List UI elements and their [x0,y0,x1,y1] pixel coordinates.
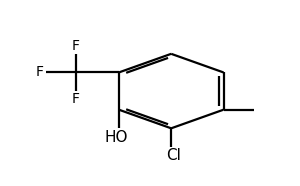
Text: F: F [72,39,80,53]
Text: Cl: Cl [166,148,181,163]
Text: HO: HO [105,130,128,145]
Text: F: F [36,65,44,79]
Text: F: F [72,92,80,106]
